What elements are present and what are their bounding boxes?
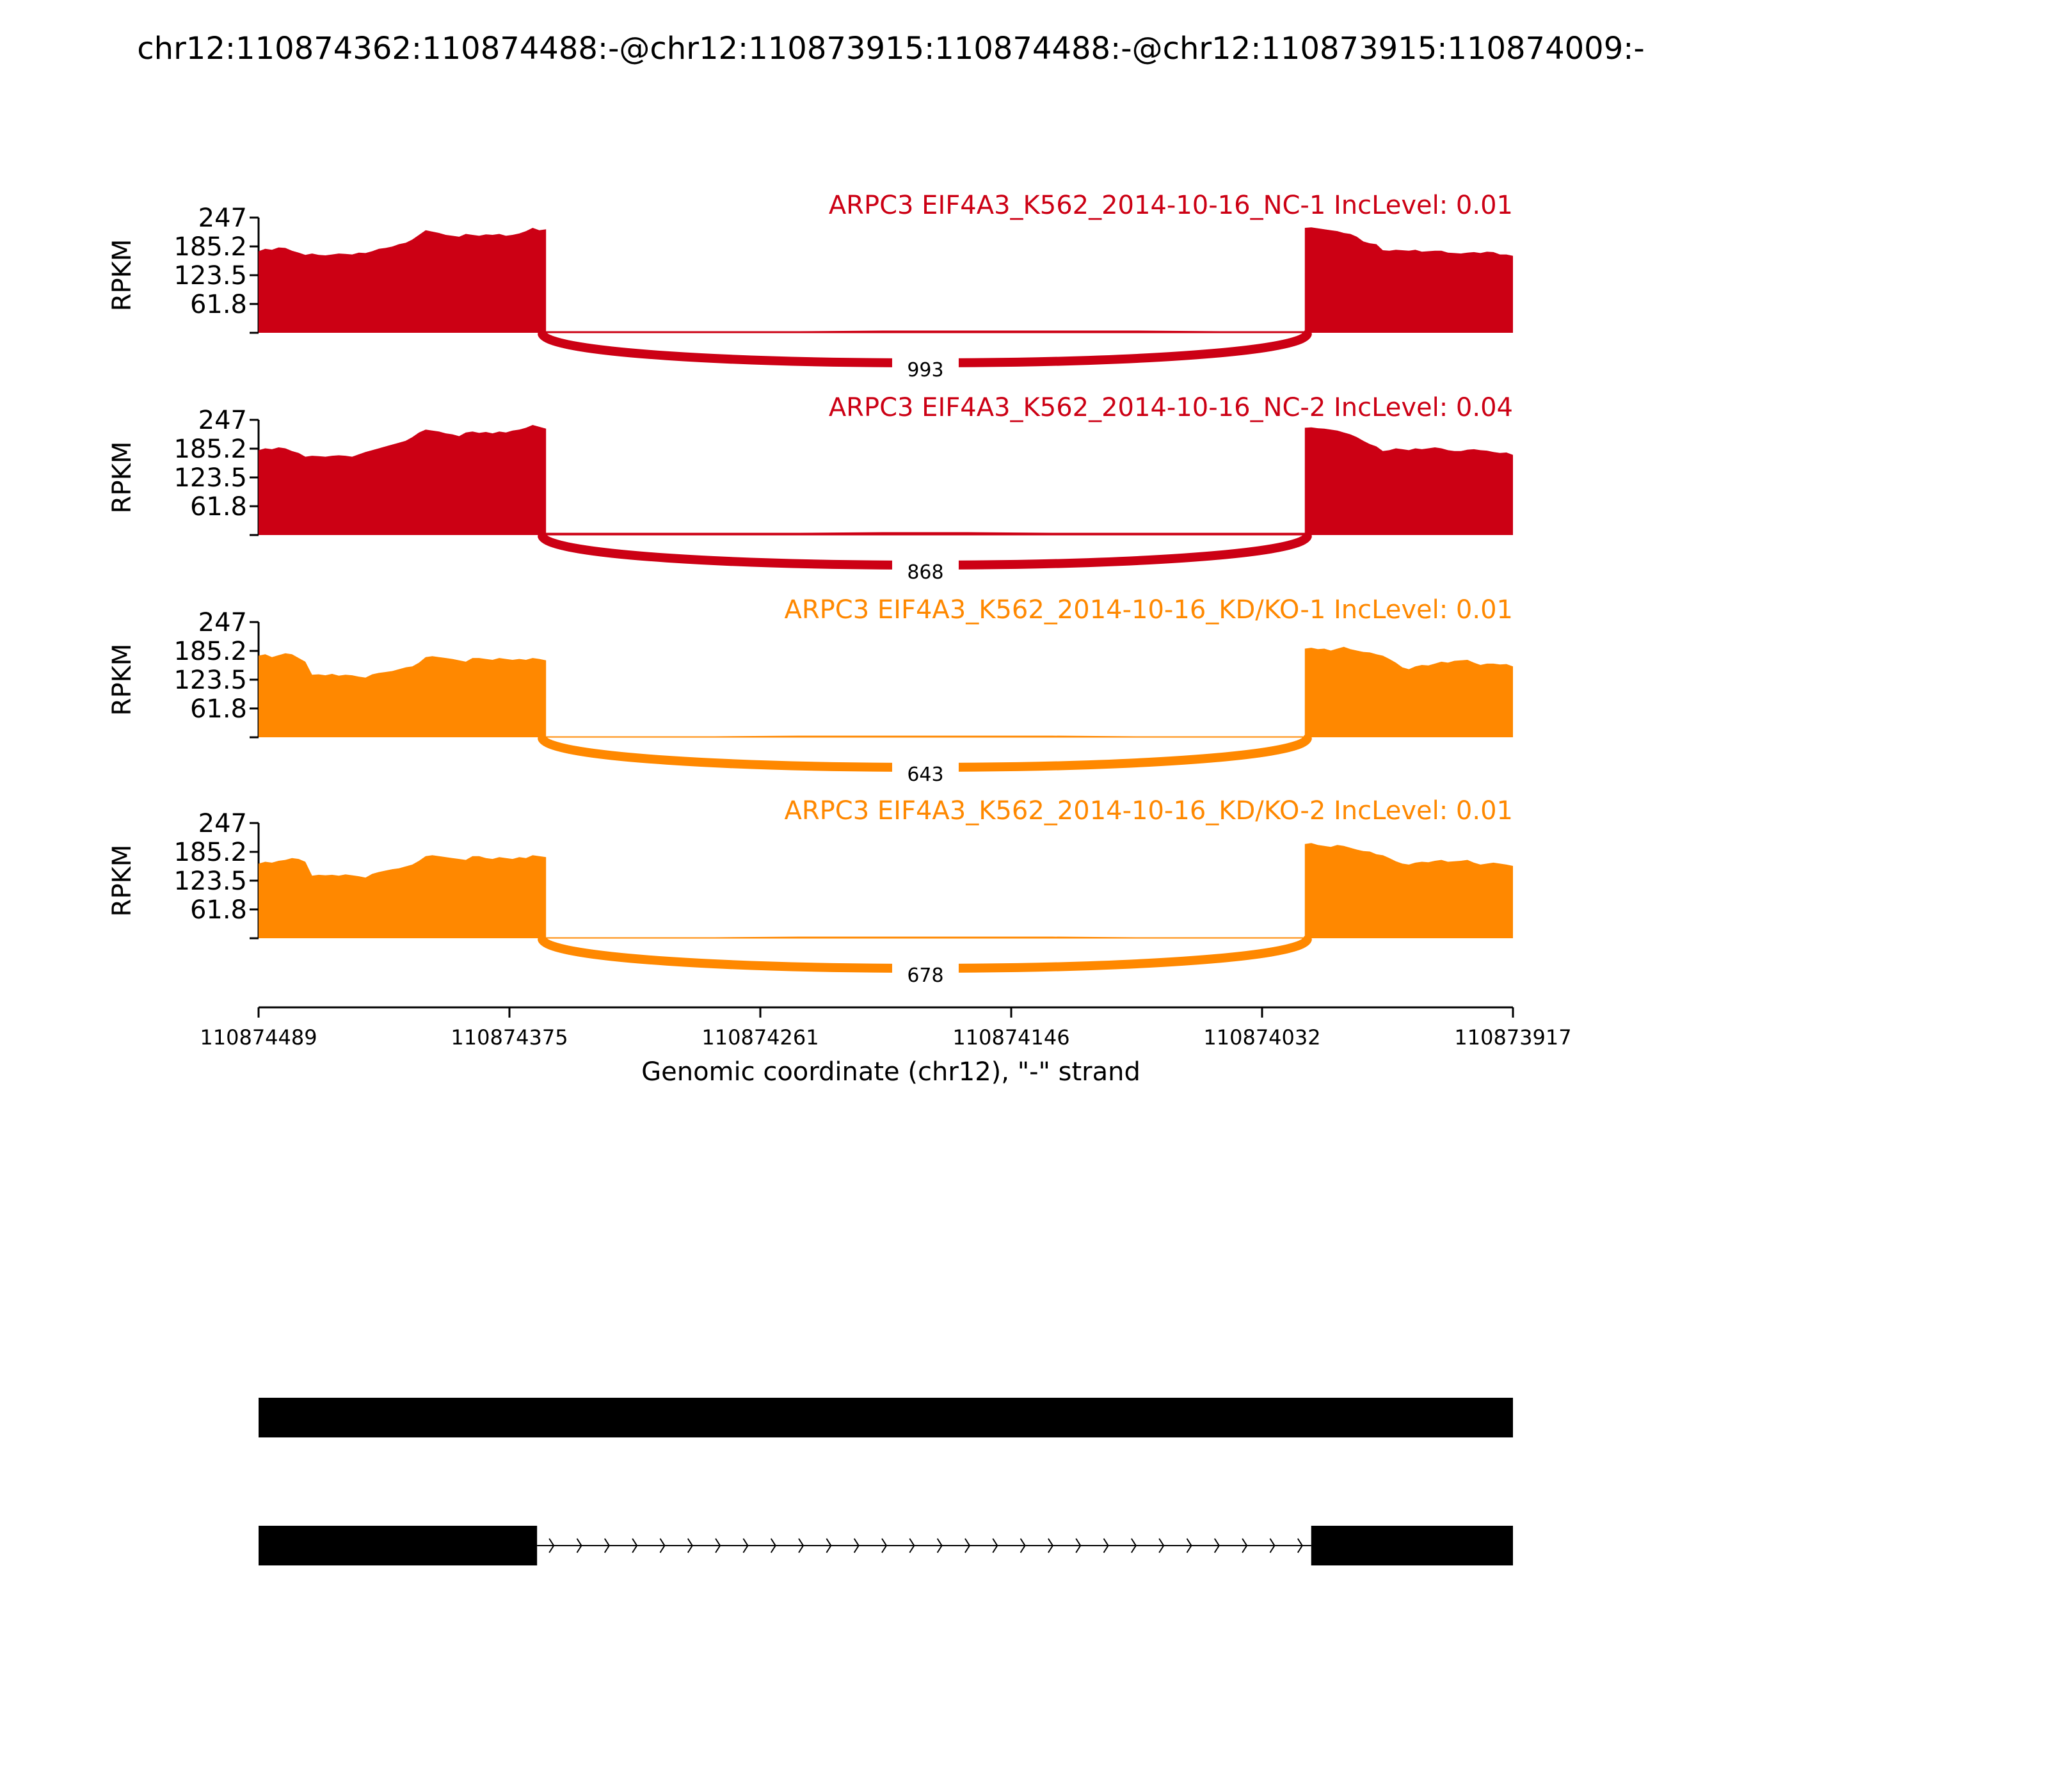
intron-arrow bbox=[659, 1538, 666, 1553]
genomic-x-axis: 110874489 110874375 110874261 110874146 1108… bbox=[200, 1006, 1572, 1050]
gene-model-upstream-exon bbox=[259, 1526, 538, 1565]
y-tick-label: 185.2 bbox=[173, 838, 247, 867]
y-tick-label: 123.5 bbox=[173, 463, 247, 493]
x-tick-label: 110874375 bbox=[451, 1025, 568, 1050]
x-tick-label: 110874146 bbox=[952, 1025, 1069, 1050]
intron-arrow bbox=[548, 1538, 555, 1553]
coverage-area-skipped-region bbox=[545, 532, 1306, 536]
junction-read-count: 678 bbox=[907, 964, 943, 987]
coverage-area-upstream-exon bbox=[259, 425, 547, 535]
junction-label-bg bbox=[892, 960, 959, 986]
y-tick-label: 61.8 bbox=[190, 694, 247, 724]
y-tick-label: 185.2 bbox=[173, 232, 247, 262]
y-axis-label: RPKM bbox=[108, 442, 137, 514]
junction-label-bg bbox=[892, 759, 959, 785]
junction-read-count: 993 bbox=[907, 359, 943, 381]
y-axis-label: RPKM bbox=[108, 845, 137, 917]
intron-arrow bbox=[1213, 1538, 1220, 1553]
coverage-area-downstream-exon bbox=[1304, 427, 1513, 535]
intron-arrow bbox=[576, 1538, 582, 1553]
sample-label: ARPC3 EIF4A3_K562_2014-10-16_KD/KO-2 Inc… bbox=[785, 796, 1513, 826]
coverage-area-skipped-region bbox=[545, 936, 1306, 939]
y-axis-label: RPKM bbox=[108, 239, 137, 312]
intron-arrow bbox=[1048, 1538, 1054, 1553]
y-tick-label: 247 bbox=[198, 406, 247, 435]
x-tick-label: 110874261 bbox=[701, 1025, 819, 1050]
junction-read-count: 643 bbox=[907, 764, 943, 786]
x-tick-label: 110874032 bbox=[1203, 1025, 1320, 1050]
y-tick-label: 247 bbox=[198, 809, 247, 838]
x-tick-label: 110873917 bbox=[1454, 1025, 1571, 1050]
coverage-area-skipped-region bbox=[545, 330, 1306, 333]
intron-arrow bbox=[1103, 1538, 1109, 1553]
x-axis-label: Genomic coordinate (chr12), "-" strand bbox=[641, 1057, 1140, 1087]
intron-arrow bbox=[853, 1538, 860, 1553]
sample-label: ARPC3 EIF4A3_K562_2014-10-16_NC-2 IncLev… bbox=[829, 393, 1513, 422]
intron-arrow bbox=[687, 1538, 693, 1553]
coverage-area-upstream-exon bbox=[259, 855, 547, 938]
figure-title: chr12:110874362:110874488:-@chr12:110873… bbox=[137, 31, 1645, 67]
coverage-area-upstream-exon bbox=[259, 228, 547, 333]
intron-arrow bbox=[964, 1538, 971, 1553]
intron-arrow bbox=[1131, 1538, 1137, 1553]
coverage-area-downstream-exon bbox=[1304, 843, 1513, 938]
intron-arrow bbox=[992, 1538, 998, 1553]
intron-arrow bbox=[826, 1538, 832, 1553]
y-tick-label: 247 bbox=[198, 608, 247, 637]
junction-label-bg bbox=[892, 355, 959, 380]
x-tick-label: 110874489 bbox=[200, 1025, 317, 1050]
gene-model-downstream-exon bbox=[1311, 1526, 1513, 1565]
intron-arrow bbox=[632, 1538, 638, 1553]
y-tick-label: 61.8 bbox=[190, 895, 247, 925]
intron-arrow bbox=[936, 1538, 943, 1553]
y-tick-label: 247 bbox=[198, 204, 247, 233]
intron-arrow bbox=[881, 1538, 888, 1553]
y-tick-label: 185.2 bbox=[173, 637, 247, 666]
y-tick-label: 185.2 bbox=[173, 435, 247, 464]
intron-arrow bbox=[798, 1538, 804, 1553]
junction-label-bg bbox=[892, 557, 959, 582]
gene-models bbox=[259, 1398, 1513, 1565]
coverage-area-downstream-exon bbox=[1304, 227, 1513, 333]
y-tick-label: 61.8 bbox=[190, 290, 247, 319]
intron-arrow bbox=[1075, 1538, 1082, 1553]
y-tick-label: 123.5 bbox=[173, 261, 247, 291]
y-tick-label: 123.5 bbox=[173, 666, 247, 695]
coverage-area-skipped-region bbox=[545, 735, 1306, 738]
intron-arrow bbox=[1020, 1538, 1026, 1553]
junction-read-count: 868 bbox=[907, 561, 943, 584]
sample-label: ARPC3 EIF4A3_K562_2014-10-16_NC-1 IncLev… bbox=[829, 191, 1513, 220]
sample-label: ARPC3 EIF4A3_K562_2014-10-16_KD/KO-1 Inc… bbox=[785, 595, 1513, 625]
intron-arrow bbox=[909, 1538, 915, 1553]
y-tick-label: 61.8 bbox=[190, 492, 247, 522]
gene-model-inclusion-exon bbox=[259, 1398, 1513, 1437]
intron-arrow bbox=[604, 1538, 610, 1553]
coverage-area-downstream-exon bbox=[1304, 646, 1513, 737]
intron-arrow bbox=[742, 1538, 749, 1553]
intron-arrow bbox=[1186, 1538, 1192, 1553]
intron-arrow bbox=[715, 1538, 721, 1553]
intron-arrow bbox=[1297, 1538, 1303, 1553]
coverage-area-upstream-exon bbox=[259, 653, 547, 737]
intron-arrow bbox=[1269, 1538, 1276, 1553]
intron-arrow bbox=[1158, 1538, 1165, 1553]
y-tick-label: 123.5 bbox=[173, 867, 247, 896]
intron-arrow bbox=[770, 1538, 776, 1553]
intron-arrow bbox=[1242, 1538, 1248, 1553]
y-axis-label: RPKM bbox=[108, 644, 137, 716]
